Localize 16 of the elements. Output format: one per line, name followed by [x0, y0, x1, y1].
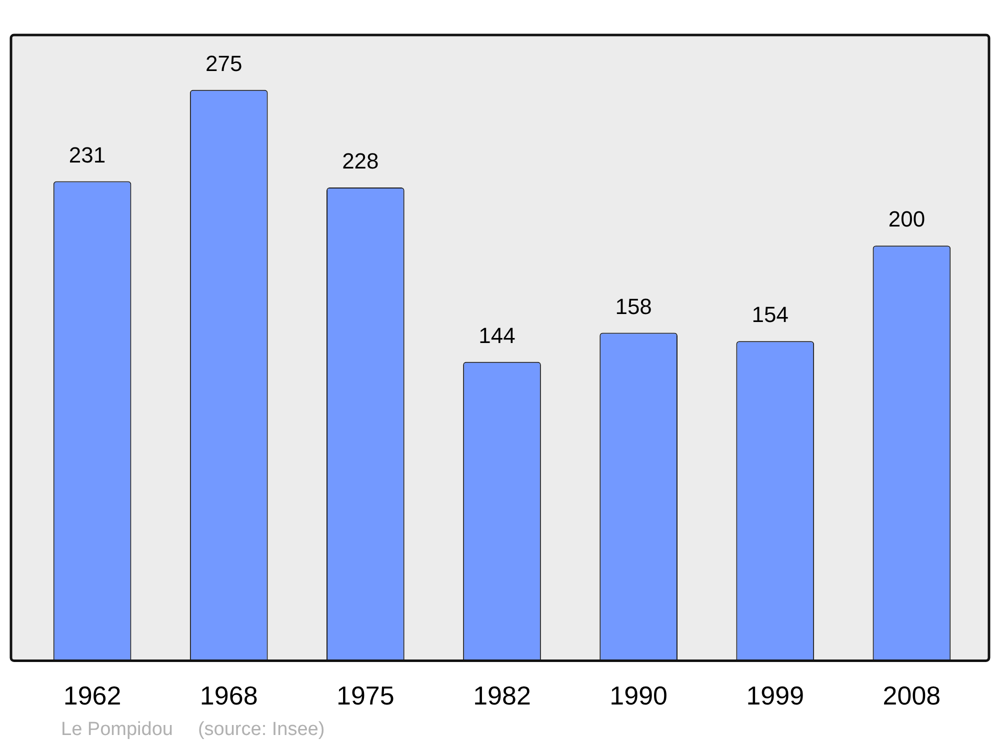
x-tick-label: 1962	[63, 680, 122, 711]
text: (source: Insee)	[198, 719, 325, 740]
x-tick-label: 1968	[200, 680, 258, 711]
x-tick-label: 1990	[610, 680, 668, 711]
x-tick-label: 1999	[746, 680, 804, 711]
x-tick-label: 1982	[473, 680, 531, 711]
x-tick-label: 1975	[336, 680, 394, 711]
data-label: 228	[342, 148, 379, 174]
data-label: 200	[888, 206, 926, 232]
data-label: 275	[206, 50, 242, 76]
text: Le Pompidou	[61, 719, 173, 740]
x-tick-label: 2008	[882, 680, 941, 711]
data-label: 158	[615, 294, 652, 319]
data-label: 154	[752, 302, 788, 328]
data-label: 144	[478, 322, 516, 348]
data-label: 231	[68, 142, 106, 168]
